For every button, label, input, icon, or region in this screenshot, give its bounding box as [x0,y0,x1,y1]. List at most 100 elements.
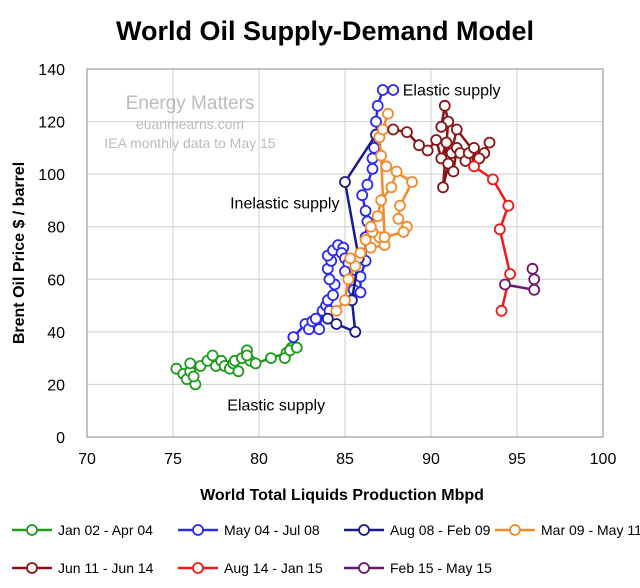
data-point [468,141,480,154]
legend-marker [26,562,38,574]
data-point [371,99,384,112]
data-point [206,349,219,362]
legend: Jan 02 - Apr 04 May 04 - Jul 08 Aug 08 - F… [12,522,640,576]
data-point [321,312,334,325]
legend-label: Feb 15 - May 15 [390,560,492,576]
data-point [327,289,339,302]
legend-label: Aug 14 - Jan 15 [224,560,323,576]
data-point [339,176,351,188]
legend-marker [509,524,521,536]
data-point [330,318,343,330]
legend-marker [26,524,38,536]
y-tick-label: 60 [47,272,65,289]
data-point [354,247,367,259]
data-point [184,357,197,370]
legend-label: Mar 09 - May 11 [541,522,640,538]
data-point [447,165,460,178]
data-point [287,331,300,344]
legend-label: Aug 08 - Feb 09 [390,522,491,538]
data-point [232,365,245,378]
annotations: Elastic supply Inelastic supply Elastic su… [227,82,500,414]
data-point [400,126,413,139]
y-tick-label: 20 [47,377,65,394]
data-point [394,199,406,212]
gridlines [86,68,604,438]
data-point [473,152,486,165]
data-point [376,84,389,96]
data-point [440,136,453,149]
data-point [359,233,372,246]
data-point [330,304,343,317]
data-point [413,139,425,152]
y-tick-label: 40 [47,325,65,342]
data-point [241,349,253,362]
chart-title: World Oil Supply-Demand Model [116,16,534,46]
data-point [344,252,357,265]
data-point [486,173,499,186]
legend-item: Feb 15 - May 15 [344,560,492,576]
legend-label: Jun 11 - Jun 14 [58,560,154,576]
data-point [435,120,448,133]
data-point [382,107,394,120]
annotation-label: Elastic supply [227,398,325,415]
watermark-title: Energy Matters [126,93,255,114]
legend-marker [192,524,204,536]
data-point [370,115,382,128]
legend-item: Aug 08 - Feb 09 [344,522,491,538]
data-point [528,283,541,296]
data-point [249,357,262,370]
data-point [528,273,541,286]
data-point [502,199,515,212]
data-point [339,294,351,307]
data-point [499,278,511,291]
legend-item: Aug 14 - Jan 15 [178,560,323,576]
x-tick-label: 75 [164,451,182,468]
y-tick-label: 80 [47,220,65,237]
watermark: Energy Matters euanmearns.com IEA monthl… [104,93,275,151]
data-point [375,194,388,207]
data-point [342,273,355,286]
data-point [450,123,463,136]
data-point [323,273,336,286]
legend-label: May 04 - Jul 08 [224,522,320,538]
data-point [504,268,517,280]
data-point [483,136,496,149]
plot-frame [86,68,604,438]
data-point [495,304,508,317]
legend-marker [192,562,204,574]
data-point [364,220,377,233]
legend-marker [358,562,370,574]
data-point [430,134,443,146]
data-point [390,165,403,178]
data-point [387,123,400,136]
y-tick-label: 140 [38,62,65,79]
data-point [406,176,419,188]
data-point [376,123,389,136]
data-point [364,241,377,254]
data-point [349,325,362,338]
data-point [375,149,388,162]
legend-item: May 04 - Jul 08 [178,522,320,538]
data-point [378,231,391,244]
x-axis-title: World Total Liquids Production Mbpd [200,487,484,504]
data-point [421,144,434,157]
legend-marker [358,524,370,536]
series-7 [499,262,541,296]
data-point [359,204,372,217]
x-tick-labels: 70 75 80 85 90 95 100 [78,451,616,468]
data-point [265,352,277,365]
annotation-label: Elastic supply [403,82,501,99]
data-point [290,341,303,354]
data-point [493,223,506,236]
data-point [356,189,369,202]
data-point [354,286,367,299]
series-5 [387,99,496,194]
x-tick-label: 100 [590,451,617,468]
watermark-site: euanmearns.com [136,116,244,132]
data-point [387,84,400,96]
x-tick-label: 80 [250,451,268,468]
y-tick-labels: 0 20 40 60 80 100 120 140 [38,62,65,447]
data-point [309,312,322,325]
x-tick-label: 85 [336,451,354,468]
data-point [438,99,451,112]
